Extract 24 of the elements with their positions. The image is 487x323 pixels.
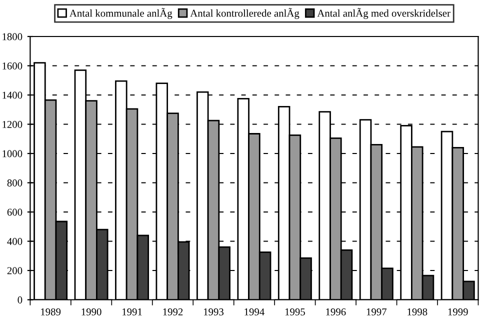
x-tick-label: 1991	[122, 308, 142, 316]
y-tick-label: 1600	[2, 62, 22, 70]
legend-label: Antal anlÃg med overskridelser	[317, 8, 450, 19]
y-tick-label: 0	[18, 296, 22, 304]
y-tick-label: 1800	[2, 33, 22, 40]
y-tick-label: 1000	[2, 150, 22, 158]
legend-label: Antal kommunale anlÃg	[69, 8, 172, 19]
y-tick-label: 1400	[2, 92, 22, 99]
x-tick-label: 1997	[366, 308, 387, 316]
y-tick-label: 600	[7, 208, 22, 216]
x-tick-label: 1993	[204, 308, 224, 316]
y-tick-label: 200	[7, 267, 22, 274]
x-tick-label: 1994	[244, 308, 264, 316]
y-tick-label: 800	[7, 179, 22, 186]
x-tick-label: 1996	[326, 308, 346, 316]
y-tick-label: 400	[7, 238, 22, 245]
legend-label: Antal kontrollerede anlÃg	[190, 8, 300, 19]
y-tick-label: 1200	[2, 120, 22, 128]
x-tick-label: 1990	[82, 308, 102, 316]
x-tick-label: 1995	[285, 308, 305, 316]
x-tick-label: 1989	[41, 308, 61, 316]
x-tick-label: 1998	[408, 308, 428, 316]
x-tick-label: 1992	[163, 308, 183, 316]
x-tick-label: 1999	[448, 308, 468, 316]
